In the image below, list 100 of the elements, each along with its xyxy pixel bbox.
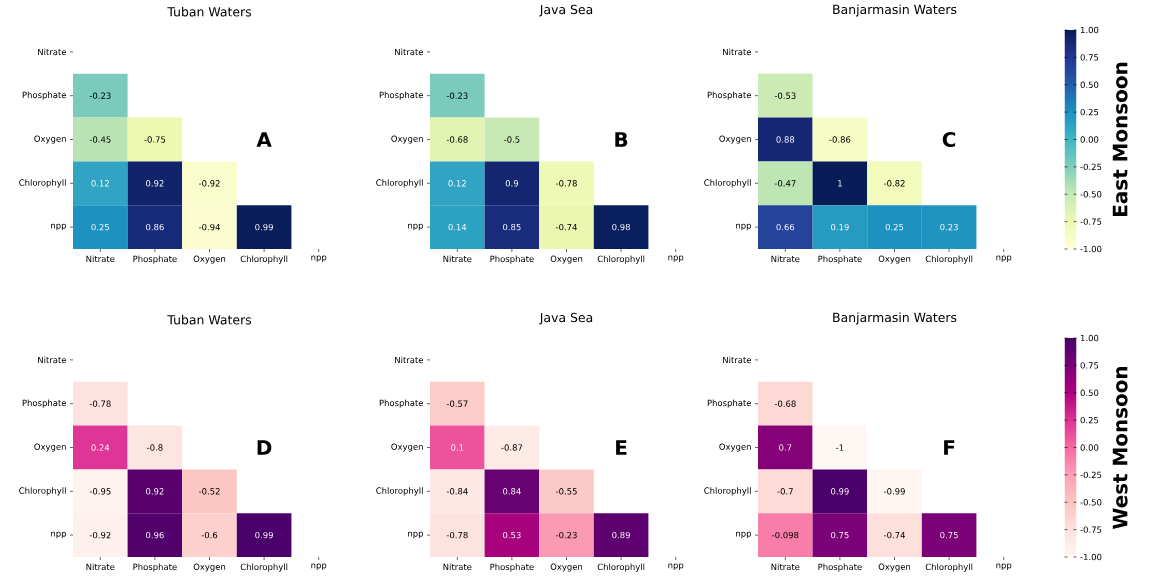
data-label: -0.57 xyxy=(446,400,468,407)
color-bar-label: 0.25 xyxy=(1080,108,1099,116)
data-label: -0.45 xyxy=(89,136,111,143)
x-tick-label: Nitrate xyxy=(86,563,115,571)
data-label: -0.74 xyxy=(555,223,577,231)
x-tick-label: Chlorophyll xyxy=(597,563,645,572)
x-tick-label: Chlorophyll xyxy=(925,563,973,572)
data-label: 0.25 xyxy=(885,223,904,231)
y-tick-label: npp xyxy=(736,531,752,539)
data-label: 0.88 xyxy=(776,136,795,143)
color-bar-title: East Monsoon xyxy=(1112,62,1128,216)
y-tick-label: Oxygen xyxy=(391,135,423,144)
x-tick-label: npp xyxy=(311,255,327,263)
data-label: -0.92 xyxy=(89,531,111,539)
color-bar-label: 0.50 xyxy=(1080,389,1099,396)
x-tick-label: Phosphate xyxy=(490,255,534,264)
data-label: -0.7 xyxy=(777,488,793,495)
y-tick-label: Chlorophyll xyxy=(704,487,751,496)
y-tick-label: Chlorophyll xyxy=(19,179,66,188)
data-label: 0.99 xyxy=(255,223,273,231)
data-label: 0.12 xyxy=(91,180,109,187)
color-bar-label: 0.25 xyxy=(1080,416,1099,424)
x-tick-label: npp xyxy=(996,255,1012,263)
y-tick-label: Chlorophyll xyxy=(19,487,66,496)
data-label: 0.19 xyxy=(831,223,849,231)
y-tick-label: Nitrate xyxy=(395,48,424,56)
x-tick-label: Nitrate xyxy=(443,255,472,263)
data-label: -1 xyxy=(836,444,844,451)
data-label: -0.78 xyxy=(446,531,468,539)
x-tick-label: Chlorophyll xyxy=(240,255,288,264)
y-tick-label: Oxygen xyxy=(719,135,751,144)
y-tick-label: Nitrate xyxy=(38,356,67,364)
data-label: 0.99 xyxy=(831,488,849,495)
x-tick-label: Chlorophyll xyxy=(597,255,645,264)
data-label: 0.86 xyxy=(146,223,164,231)
data-label: 0.23 xyxy=(940,223,958,231)
x-tick-label: Phosphate xyxy=(133,255,177,264)
y-tick-label: Oxygen xyxy=(391,443,423,452)
data-label: -0.6 xyxy=(201,531,218,539)
y-tick-label: npp xyxy=(736,223,752,231)
y-tick-label: Oxygen xyxy=(34,443,66,452)
x-tick-label: Nitrate xyxy=(443,563,472,571)
data-label: -0.99 xyxy=(883,488,905,495)
y-tick-label: Nitrate xyxy=(723,48,752,56)
data-label: 0.75 xyxy=(831,531,849,539)
y-tick-label: Phosphate xyxy=(22,399,67,408)
x-tick-label: Phosphate xyxy=(490,563,534,572)
data-label: -0.52 xyxy=(198,488,220,495)
data-label: -0.8 xyxy=(147,444,163,451)
data-label: 0.7 xyxy=(779,444,792,451)
data-label: 0.99 xyxy=(255,531,273,539)
x-tick-label: Oxygen xyxy=(878,255,911,264)
x-tick-label: npp xyxy=(311,563,327,571)
data-label: -0.87 xyxy=(501,444,523,451)
y-tick-label: Nitrate xyxy=(38,48,67,56)
data-label: 1 xyxy=(838,180,842,187)
color-bar-label: 1.00 xyxy=(1080,26,1099,34)
annotation: C xyxy=(942,131,956,148)
y-tick-label: Phosphate xyxy=(707,399,752,408)
color-bar-label: -1.00 xyxy=(1080,553,1102,561)
annotation: D xyxy=(257,440,272,455)
data-label: -0.47 xyxy=(774,180,796,187)
data-label: -0.55 xyxy=(555,488,577,495)
data-label: -0.5 xyxy=(504,136,520,143)
data-label: 0.98 xyxy=(612,223,630,231)
annotation: E xyxy=(616,440,627,455)
color-bar-label: -0.25 xyxy=(1080,471,1102,479)
color-bar-label: -1.00 xyxy=(1080,245,1102,253)
data-label: -0.23 xyxy=(89,92,111,99)
x-tick-label: Nitrate xyxy=(771,255,800,263)
y-tick-label: Phosphate xyxy=(379,399,424,408)
x-tick-label: Chlorophyll xyxy=(240,563,288,572)
x-tick-label: Nitrate xyxy=(771,563,800,571)
x-tick-label: Oxygen xyxy=(550,563,583,572)
y-tick-label: Phosphate xyxy=(22,91,67,100)
data-label: -0.098 xyxy=(772,531,799,539)
chart-title: Tuban Waters xyxy=(167,6,252,17)
x-tick-label: Phosphate xyxy=(133,563,177,572)
x-tick-label: Nitrate xyxy=(86,255,115,263)
y-tick-label: npp xyxy=(408,531,424,539)
data-label: 0.24 xyxy=(91,444,110,451)
y-tick-label: Nitrate xyxy=(723,356,752,364)
data-label: 0.92 xyxy=(146,180,164,187)
data-label: -0.84 xyxy=(446,488,468,495)
y-tick-label: Chlorophyll xyxy=(704,179,751,188)
x-tick-label: npp xyxy=(668,255,684,263)
color-bar-label: 0.75 xyxy=(1080,54,1099,61)
data-label: -0.86 xyxy=(829,136,851,143)
data-label: -0.78 xyxy=(555,180,577,187)
x-tick-label: Phosphate xyxy=(818,255,862,264)
y-tick-label: Oxygen xyxy=(34,135,66,144)
color-bar-label: 1.00 xyxy=(1080,334,1099,342)
x-tick-label: Oxygen xyxy=(550,255,583,264)
chart-title: Banjarmasin Waters xyxy=(833,4,957,17)
data-label: -0.78 xyxy=(89,400,111,407)
y-tick-label: Chlorophyll xyxy=(376,179,423,188)
data-label: 0.85 xyxy=(503,223,521,231)
y-tick-label: Phosphate xyxy=(379,91,424,100)
y-tick-label: npp xyxy=(51,223,67,231)
data-label: 0.25 xyxy=(91,223,109,231)
